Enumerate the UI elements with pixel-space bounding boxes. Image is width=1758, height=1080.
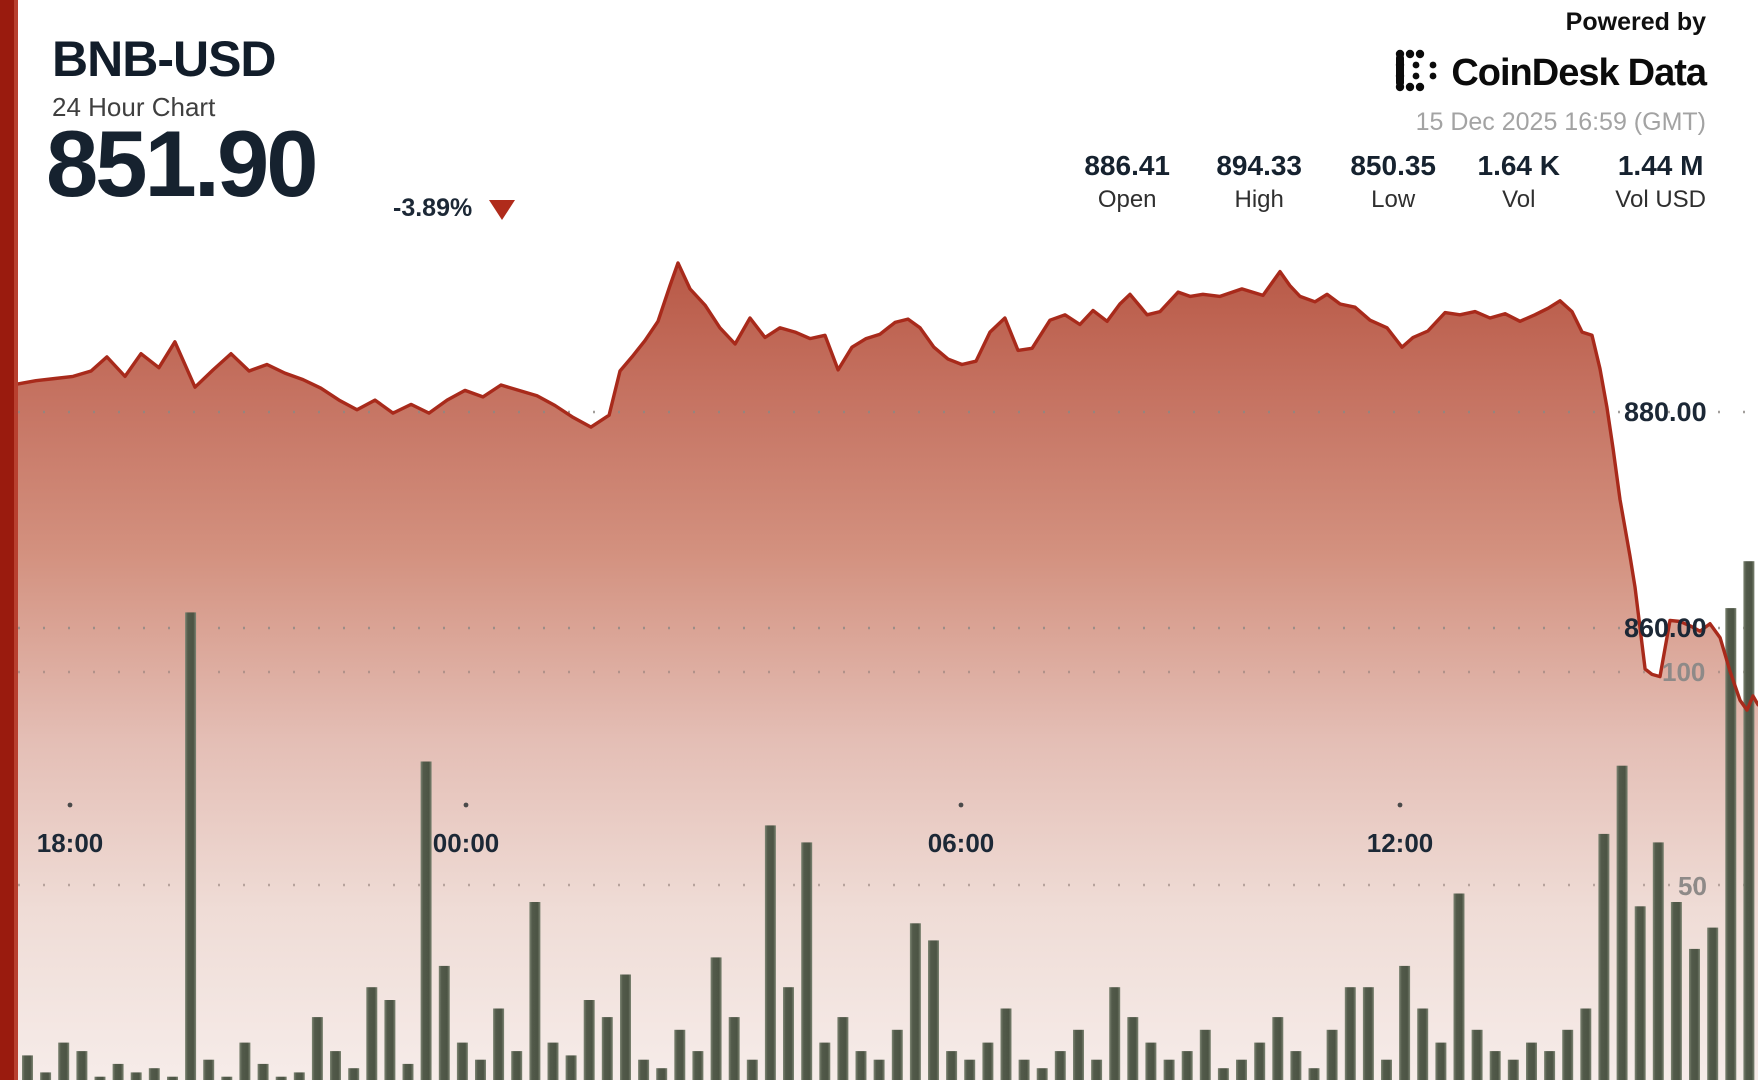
stat-vol-usd: 1.44 M Vol USD [1615, 150, 1706, 214]
coindesk-logo-icon [1395, 49, 1441, 98]
chart-subtitle: 24 Hour Chart [52, 92, 216, 122]
stat-open: 886.41 Open [1084, 150, 1170, 214]
area-fill [18, 263, 1758, 1080]
stat-low: 850.35 Low [1350, 150, 1436, 214]
time-tick-1200: 12:00 [1366, 828, 1434, 858]
price-tick-880: 880.00 [1624, 397, 1707, 427]
volume-bars [22, 561, 1755, 1080]
stat-vol: 1.64 K Vol [1478, 150, 1561, 214]
price-tick-860: 860.00 [1624, 613, 1707, 643]
left-accent-bar [0, 0, 18, 1080]
stat-high-value: 894.33 [1216, 150, 1302, 181]
volume-tick-100: 100 [1662, 657, 1706, 687]
stat-high-label: High [1234, 186, 1284, 213]
change-percent: -3.89% [393, 194, 473, 222]
powered-by-label: Powered by [1565, 8, 1706, 36]
volume-tick-50: 50 [1678, 871, 1707, 901]
last-price: 851.90 [46, 111, 319, 216]
stat-vol-usd-value: 1.44 M [1617, 150, 1704, 181]
stat-vol-usd-label: Vol USD [1615, 186, 1706, 213]
brand-name: CoinDesk Data [1451, 52, 1707, 94]
chart-timestamp: 15 Dec 2025 16:59 (GMT) [1415, 108, 1706, 136]
branding-block: Powered by CoinDesk Data 15 Dec 2025 16:5… [1395, 8, 1707, 137]
time-tick-0000: 00:00 [432, 828, 500, 858]
stat-vol-value: 1.64 K [1477, 150, 1561, 181]
time-tick-0600: 06:00 [927, 828, 995, 858]
symbol-title: BNB-USD [52, 31, 277, 87]
stat-open-label: Open [1097, 186, 1157, 213]
x-tick-dots [67, 802, 1403, 808]
price-line [16, 261, 1758, 712]
time-tick-1800: 18:00 [36, 828, 104, 858]
stat-low-value: 850.35 [1350, 150, 1436, 181]
stat-high: 894.33 High [1216, 150, 1302, 214]
stat-vol-label: Vol [1502, 186, 1536, 213]
stat-low-label: Low [1371, 186, 1416, 213]
stat-open-value: 886.41 [1084, 150, 1170, 181]
down-triangle-icon [489, 200, 515, 220]
grid-lines [18, 410, 1758, 887]
